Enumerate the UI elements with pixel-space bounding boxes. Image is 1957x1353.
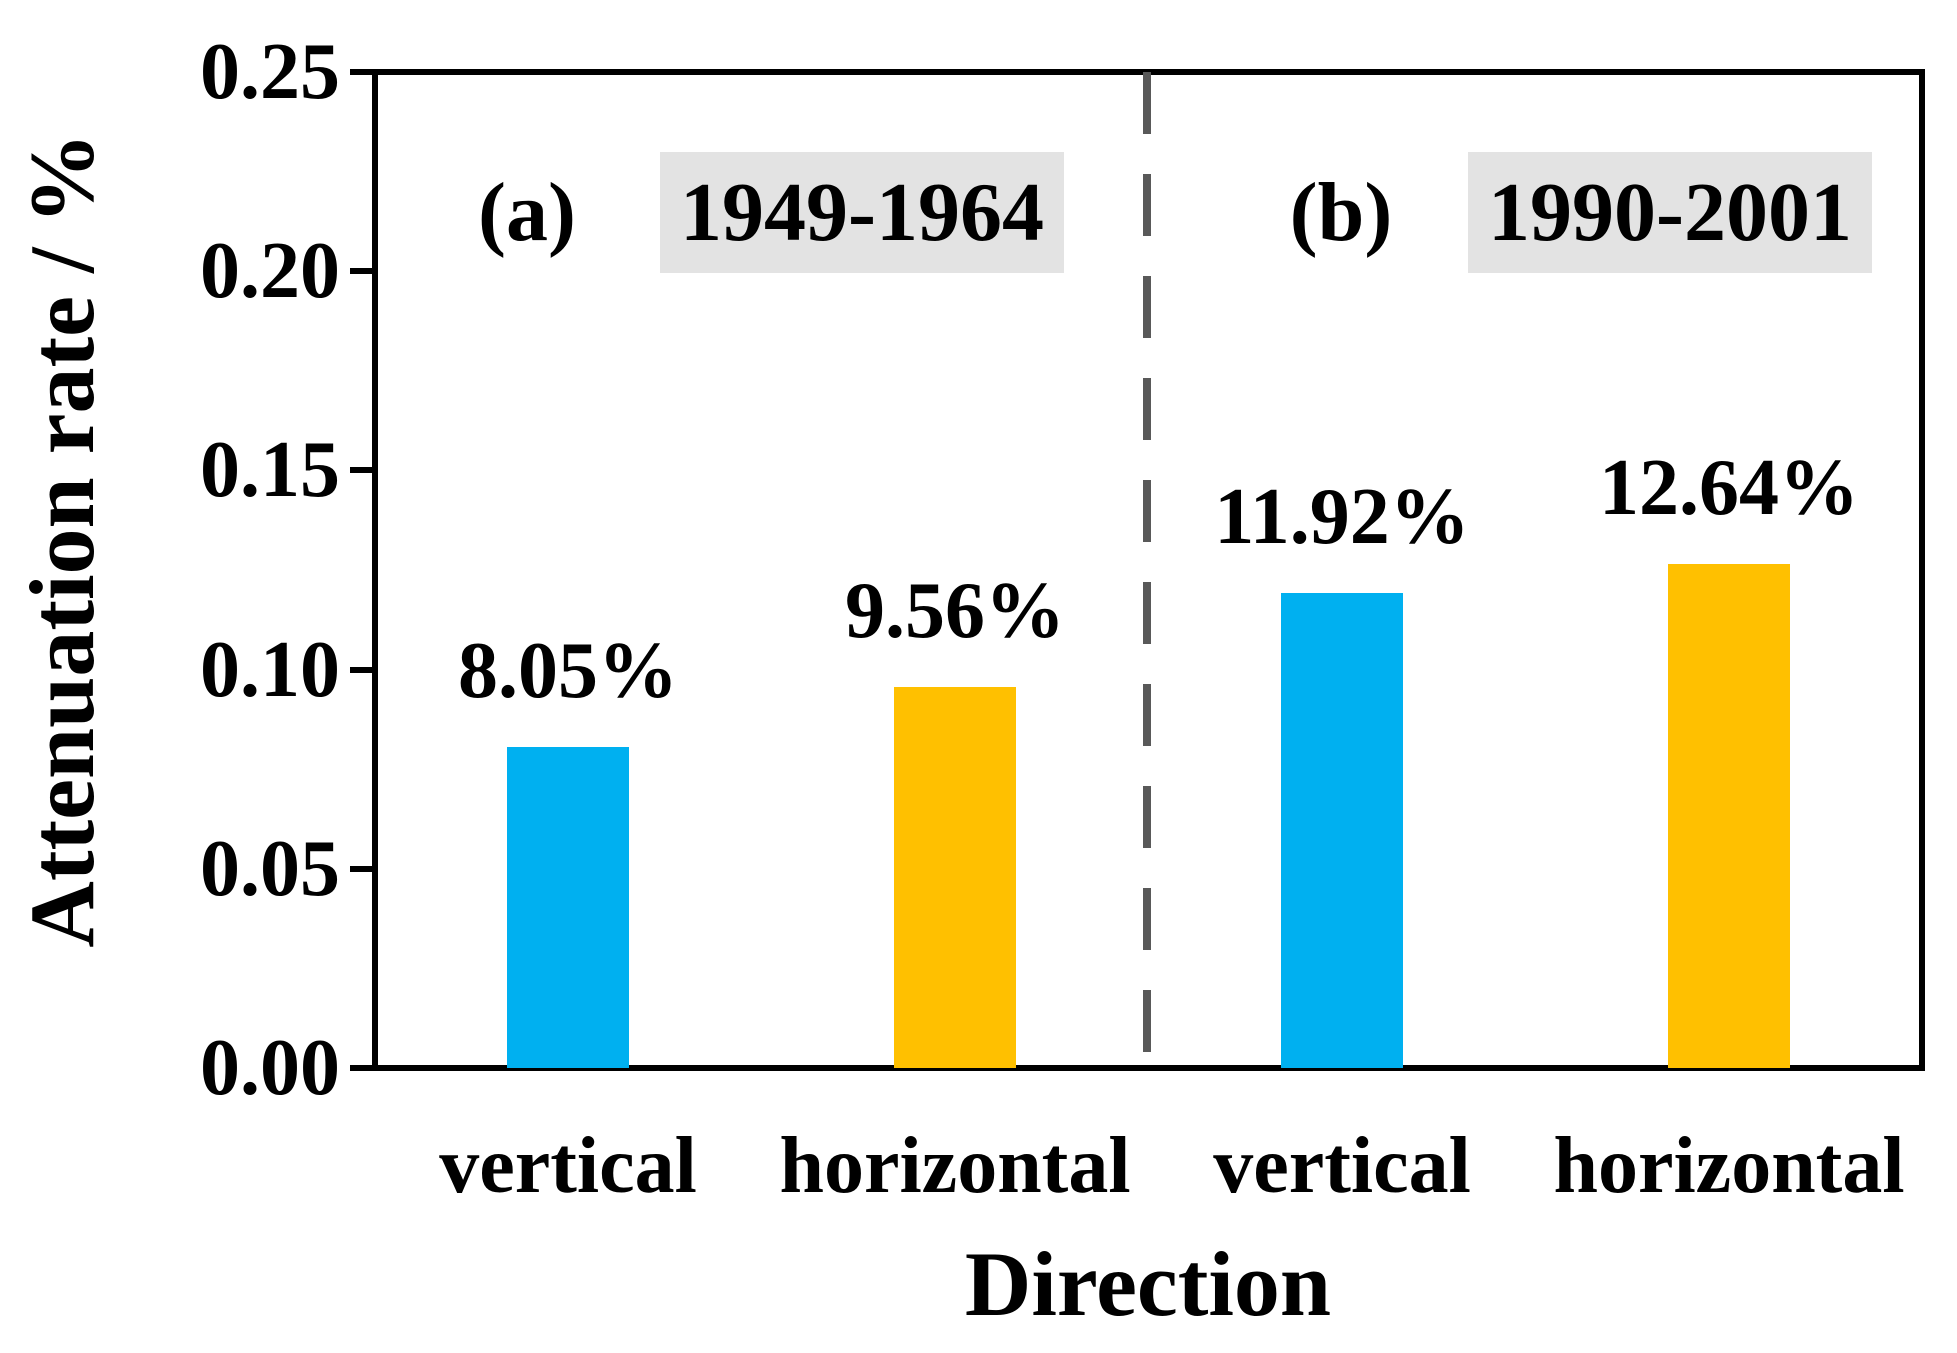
bar[interactable]	[894, 687, 1016, 1068]
bar[interactable]	[1281, 593, 1403, 1068]
panel-years-label: 1990-2001	[1468, 152, 1872, 273]
bar-value-label: 9.56%	[845, 567, 1065, 655]
bar[interactable]	[1668, 564, 1790, 1068]
x-category-label: vertical	[439, 1122, 697, 1210]
y-tick-label: 0.10	[200, 626, 340, 714]
panel-label: (b)	[1289, 166, 1393, 259]
panel-label: (a)	[478, 166, 576, 259]
y-tick-mark	[350, 467, 378, 473]
y-tick-label: 0.20	[200, 227, 340, 315]
bar-value-label: 12.64%	[1599, 444, 1859, 532]
panel-years-label: 1949-1964	[660, 152, 1064, 273]
bar-value-label: 11.92%	[1214, 473, 1470, 561]
plot-area	[372, 69, 1925, 1071]
y-tick-mark	[350, 667, 378, 673]
y-tick-label: 0.05	[200, 825, 340, 913]
bar-value-label: 8.05%	[458, 627, 678, 715]
x-category-label: horizontal	[1553, 1122, 1905, 1210]
y-tick-label: 0.15	[200, 426, 340, 514]
x-axis-title: Direction	[964, 1233, 1332, 1335]
y-tick-mark	[350, 1065, 378, 1071]
x-category-label: vertical	[1213, 1122, 1471, 1210]
y-tick-label: 0.25	[200, 28, 340, 116]
y-tick-mark	[350, 69, 378, 75]
y-tick-mark	[350, 268, 378, 274]
x-category-label: horizontal	[779, 1122, 1131, 1210]
panel-divider-line	[1143, 72, 1151, 1068]
y-tick-mark	[350, 866, 378, 872]
bar[interactable]	[507, 747, 629, 1068]
y-tick-label: 0.00	[200, 1024, 340, 1112]
